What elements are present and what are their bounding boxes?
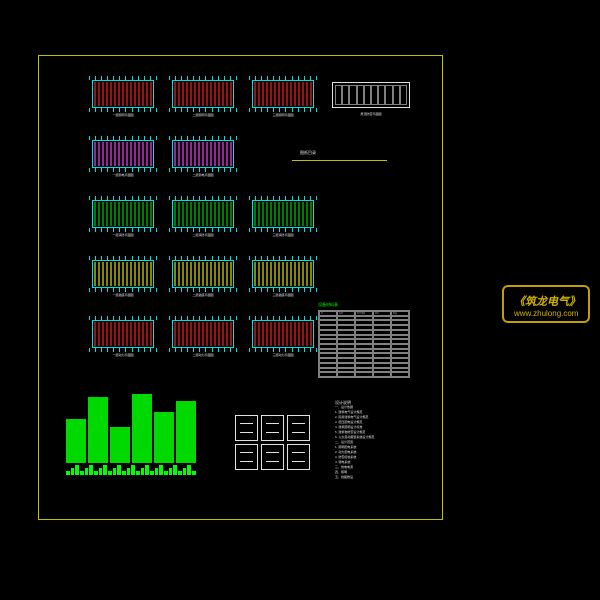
design-notes: 设计说明一、设计依据1. 建筑电气设计规范2. 民用建筑电气设计规范3. 低压配… [335, 400, 430, 490]
floor-plan-tile: 一层插座平面图 [92, 260, 154, 288]
floor-plan-tile: 二层弱电平面图 [172, 140, 234, 168]
system-diagram [235, 415, 310, 470]
floor-plan-tile: 二层插座平面图 [172, 260, 234, 288]
floor-plan-caption: 二层消防平面图 [172, 234, 234, 237]
floor-plan-caption: 一层插座平面图 [92, 294, 154, 297]
table-heading: 设备材料表 [318, 302, 338, 308]
roof-plan: 屋顶防雷平面图 [332, 82, 410, 108]
distribution-schematic [66, 390, 196, 475]
equipment-table: 序名称型号规格单位数量 [318, 310, 410, 378]
roof-plan-caption: 屋顶防雷平面图 [333, 113, 409, 116]
section-underline [292, 160, 387, 161]
floor-plan-tile: 三层插座平面图 [252, 260, 314, 288]
floor-plan-tile: 一层弱电平面图 [92, 140, 154, 168]
floor-plan-caption: 二层插座平面图 [172, 294, 234, 297]
floor-plan-caption: 三层消防平面图 [252, 234, 314, 237]
floor-plan-tile: 三层消防平面图 [252, 200, 314, 228]
floor-plan-tile: 二层照明平面图 [172, 80, 234, 108]
floor-plan-caption: 二层照明平面图 [172, 114, 234, 117]
floor-plan-tile: 三层照明平面图 [252, 80, 314, 108]
badge-title: 《筑龙电气》 [514, 293, 578, 309]
floor-plan-tile: 一层照明平面图 [92, 80, 154, 108]
floor-plan-caption: 三层照明平面图 [252, 114, 314, 117]
floor-plan-caption: 二层弱电平面图 [172, 174, 234, 177]
badge-url: www.zhulong.com [514, 309, 578, 318]
floor-plan-tile: 三层动力平面图 [252, 320, 314, 348]
floor-plan-caption: 三层插座平面图 [252, 294, 314, 297]
floor-plan-caption: 三层动力平面图 [252, 354, 314, 357]
floor-plan-tile: 一层动力平面图 [92, 320, 154, 348]
floor-plan-tile: 二层消防平面图 [172, 200, 234, 228]
floor-plan-tile: 一层消防平面图 [92, 200, 154, 228]
floor-plan-caption: 二层动力平面图 [172, 354, 234, 357]
floor-plan-caption: 一层照明平面图 [92, 114, 154, 117]
floor-plan-caption: 一层消防平面图 [92, 234, 154, 237]
section-title: 图纸目录 [300, 150, 316, 156]
floor-plan-caption: 一层动力平面图 [92, 354, 154, 357]
floor-plan-tile: 二层动力平面图 [172, 320, 234, 348]
watermark-badge: 《筑龙电气》www.zhulong.com [502, 285, 590, 323]
floor-plan-caption: 一层弱电平面图 [92, 174, 154, 177]
